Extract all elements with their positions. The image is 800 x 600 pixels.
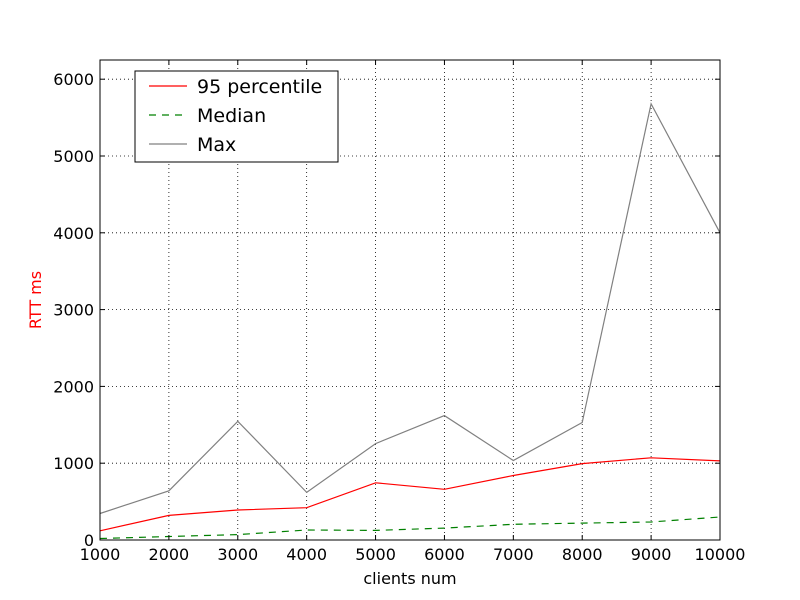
y-axis-label: RTT ms xyxy=(26,271,45,329)
x-tick-label: 3000 xyxy=(217,545,258,564)
y-tick-label: 5000 xyxy=(53,147,94,166)
x-tick-label: 5000 xyxy=(355,545,396,564)
y-tick-label: 6000 xyxy=(53,70,94,89)
ticks: 1000 2000 3000 4000 5000 6000 7000 8000 9000 1000… xyxy=(53,60,745,564)
x-tick-label: 4000 xyxy=(286,545,327,564)
x-tick-label: 7000 xyxy=(493,545,534,564)
legend-entry-label: Median xyxy=(197,105,266,127)
y-tick-label: 3000 xyxy=(53,301,94,320)
x-tick-label: 10000 xyxy=(695,545,746,564)
x-tick-label: 2000 xyxy=(149,545,190,564)
plot-frame xyxy=(99,59,721,541)
series-line-1 xyxy=(99,516,721,540)
series-line-0 xyxy=(99,457,721,532)
x-tick-label: 1000 xyxy=(80,545,121,564)
series-layer xyxy=(99,102,721,540)
y-tick-label: 2000 xyxy=(53,377,94,396)
y-tick-label: 1000 xyxy=(53,454,94,473)
y-tick-label: 0 xyxy=(84,531,94,550)
legend-entry-label: 95 percentile xyxy=(197,76,322,98)
x-tick-label: 9000 xyxy=(631,545,672,564)
series-line-2 xyxy=(99,102,721,515)
x-axis-label: clients num xyxy=(363,569,456,588)
x-tick-label: 6000 xyxy=(424,545,465,564)
y-tick-label: 4000 xyxy=(53,224,94,243)
legend-entry-label: Max xyxy=(197,134,236,156)
x-tick-label: 8000 xyxy=(562,545,603,564)
legend: 95 percentile Median Max xyxy=(134,70,339,163)
